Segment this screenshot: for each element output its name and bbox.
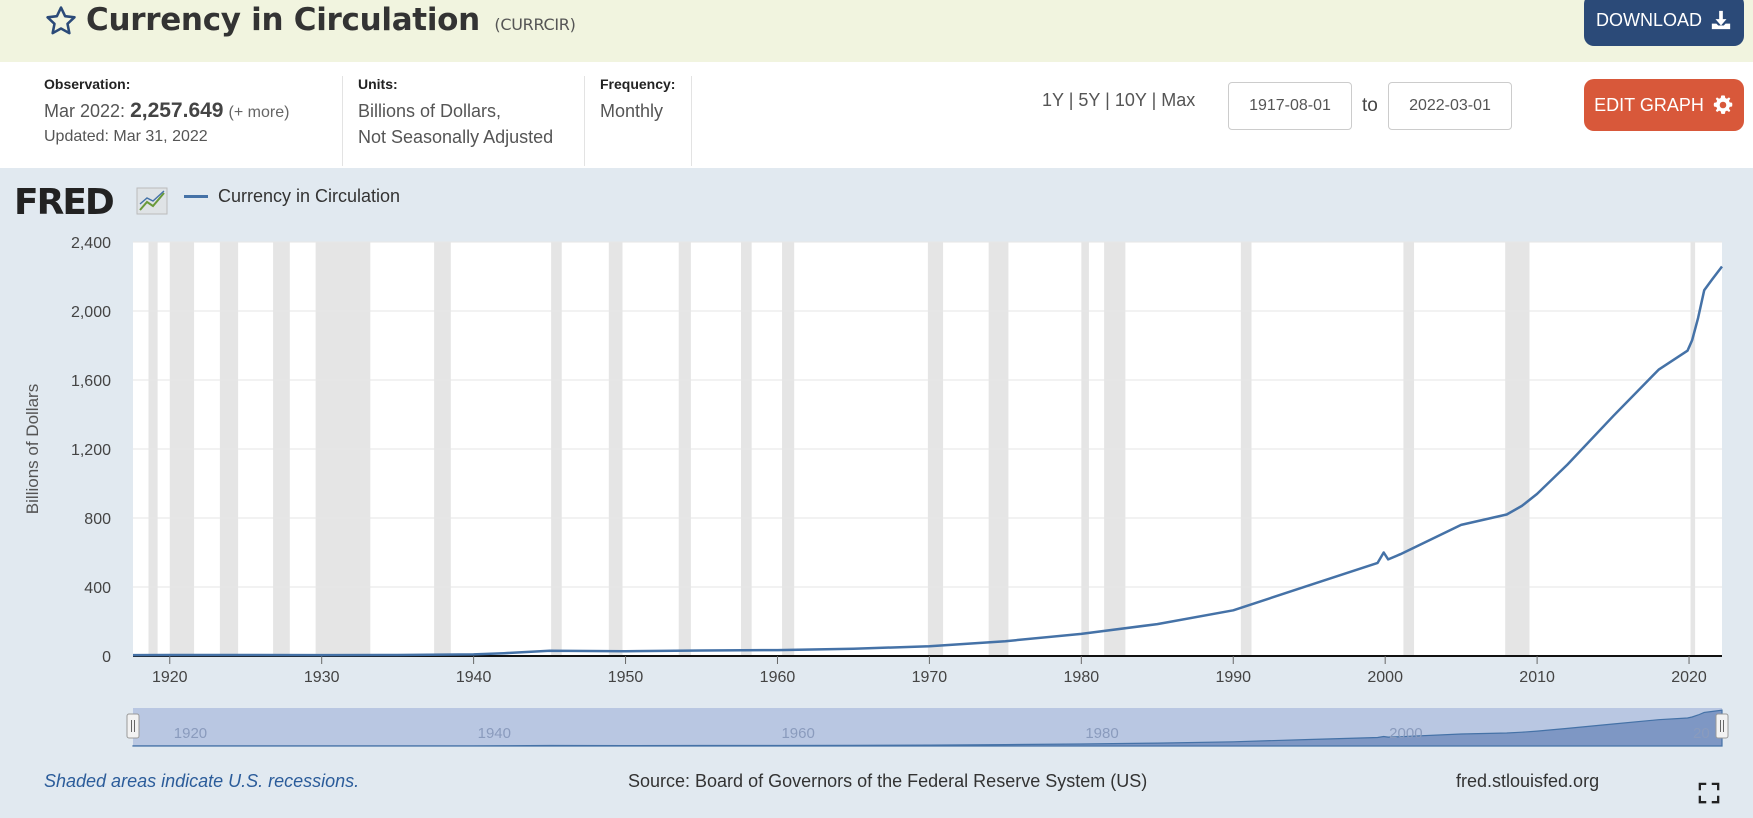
navigator-tick-label: 1920 [174, 725, 207, 742]
source-text: Source: Board of Governors of the Federa… [628, 771, 1148, 791]
frequency-block: Frequency: Monthly [600, 76, 675, 124]
download-button[interactable]: DOWNLOAD [1584, 0, 1744, 46]
frequency-value: Monthly [600, 101, 664, 121]
start-date-input[interactable] [1228, 82, 1352, 130]
units-label: Units: [358, 76, 398, 92]
legend-swatch [184, 195, 208, 198]
y-axis-label: Billions of Dollars [23, 384, 42, 514]
navigator-series [132, 709, 1723, 747]
range-10y[interactable]: 10Y [1114, 90, 1147, 110]
units-line1: Billions of Dollars, [358, 101, 502, 121]
x-tick-label: 2020 [1671, 669, 1707, 686]
fred-url[interactable]: fred.stlouisfed.org [1456, 771, 1600, 791]
more-link[interactable]: (+ more) [228, 104, 290, 121]
range-max[interactable]: Max [1161, 90, 1196, 110]
navigator-tick-label: 1940 [478, 725, 511, 742]
y-tick-label: 1,600 [71, 373, 111, 390]
x-tick-label: 1960 [760, 669, 796, 686]
navigator-handle[interactable] [1715, 713, 1729, 739]
x-tick-label: 1980 [1064, 669, 1100, 686]
download-label: DOWNLOAD [1595, 9, 1702, 30]
y-tick-label: 2,400 [71, 235, 111, 252]
units-line2: Not Seasonally Adjusted [358, 127, 554, 147]
series-header: Currency in Circulation (CURRCIR) DOWNLO… [0, 0, 1753, 62]
y-tick-label: 1,200 [71, 442, 111, 459]
observation-label: Observation: [44, 76, 131, 92]
recession-note: Shaded areas indicate U.S. recessions. [44, 771, 360, 791]
y-tick-label: 400 [84, 580, 111, 597]
y-tick-label: 2,000 [71, 304, 111, 321]
range-1y[interactable]: 1Y [1042, 90, 1064, 110]
x-tick-label: 1950 [608, 669, 644, 686]
line-chart: 0 400 800 1,200 1,600 2,000 2,400 1920 1930 1940 1… [23, 235, 1729, 747]
observation-date: Mar 2022: [44, 101, 126, 121]
end-date-input[interactable] [1388, 82, 1512, 130]
x-tick-label: 2010 [1519, 669, 1555, 686]
x-tick-label: 1990 [1215, 669, 1251, 686]
navigator-tick-label: 1980 [1085, 725, 1118, 742]
series-info-bar: Observation: Mar 2022: 2,257.649 (+ more… [0, 62, 1753, 168]
chart-area: 0 400 800 1,200 1,600 2,000 2,400 1920 1930 1940 1… [0, 168, 1753, 818]
frequency-label: Frequency: [600, 76, 676, 92]
download-icon [1711, 10, 1731, 30]
range-separator: | [1068, 90, 1074, 110]
chart-legend: Currency in Circulation [184, 186, 400, 207]
range-selector: 1Y | 5Y | 10Y | Max [1042, 90, 1195, 111]
fred-logo-text: FRED [14, 182, 113, 222]
navigator-tick-label: 2000 [1389, 725, 1422, 742]
x-tick-label: 1940 [456, 669, 492, 686]
range-separator: | [1105, 90, 1110, 110]
legend-series-name: Currency in Circulation [218, 186, 401, 206]
range-5y[interactable]: 5Y [1078, 90, 1101, 110]
divider [691, 76, 692, 166]
units-block: Units: Billions of Dollars, Not Seasonal… [358, 76, 553, 150]
observation-row: Mar 2022: 2,257.649 (+ more) [44, 98, 289, 126]
x-tick-label: 2000 [1367, 669, 1403, 686]
updated-date: Updated: Mar 31, 2022 [44, 128, 208, 145]
edit-graph-label: EDIT GRAPH [1594, 94, 1704, 115]
fred-logo: FRED [14, 182, 174, 227]
divider [584, 76, 585, 166]
observation-value: 2,257.649 [130, 99, 224, 122]
navigator-tick-label: 1960 [781, 725, 814, 742]
star-icon[interactable] [44, 4, 78, 38]
x-tick-label: 1920 [152, 669, 188, 686]
y-tick-label: 0 [102, 649, 111, 666]
fullscreen-icon[interactable] [1698, 782, 1720, 804]
page-title: Currency in Circulation (CURRCIR) [86, 2, 576, 38]
observation-block: Observation: Mar 2022: 2,257.649 (+ more… [44, 76, 289, 146]
navigator-tick-label: 20 [1693, 725, 1710, 742]
range-separator: | [1151, 90, 1157, 110]
to-label: to [1362, 95, 1378, 116]
divider [342, 76, 343, 166]
gear-icon [1713, 95, 1733, 114]
series-line [132, 265, 1723, 657]
navigator-handle[interactable] [126, 713, 140, 739]
edit-graph-button[interactable]: EDIT GRAPH [1584, 79, 1744, 131]
x-tick-label: 1970 [912, 669, 948, 686]
title-text: Currency in Circulation [86, 2, 480, 38]
x-tick-label: 1930 [304, 669, 340, 686]
series-id: (CURRCIR) [494, 15, 576, 34]
y-tick-label: 800 [84, 511, 111, 528]
